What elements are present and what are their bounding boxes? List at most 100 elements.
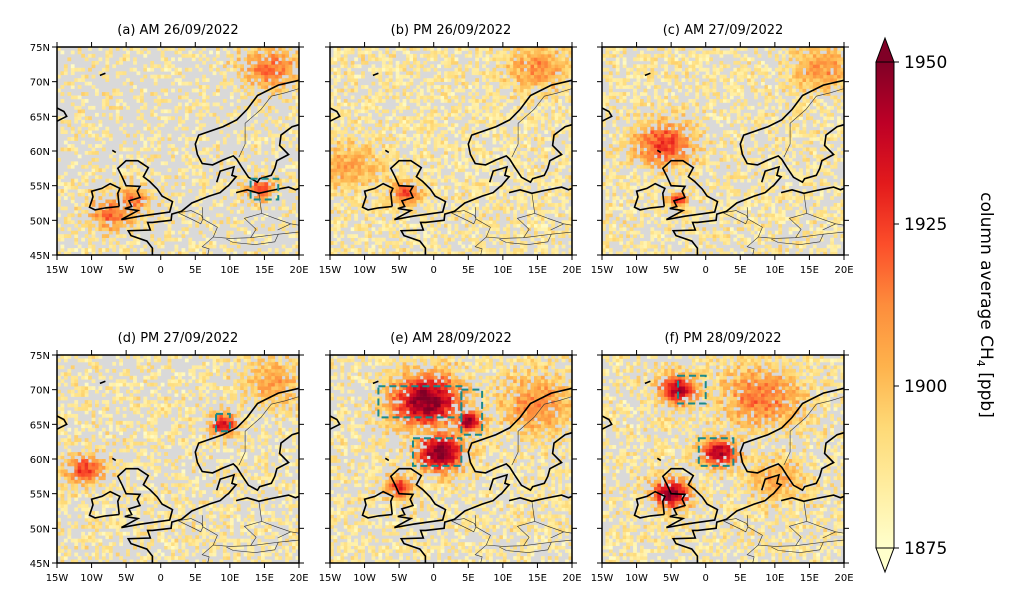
pixel — [454, 234, 459, 238]
pixel — [164, 175, 168, 180]
pixel — [602, 171, 606, 176]
pixel — [612, 199, 617, 204]
pixel — [492, 67, 497, 72]
pixel — [229, 81, 234, 86]
pixel — [527, 220, 531, 225]
pixel — [350, 199, 355, 204]
pixel — [636, 119, 641, 124]
pixel — [184, 140, 189, 145]
pixel — [278, 88, 283, 93]
pixel — [485, 234, 490, 238]
pixel — [278, 182, 283, 186]
pixel — [468, 171, 473, 176]
pixel — [133, 168, 137, 173]
pixel — [378, 157, 383, 162]
pixel — [212, 102, 217, 107]
pixel — [468, 60, 473, 65]
pixel — [657, 53, 662, 58]
pixel — [399, 171, 403, 176]
pixel — [416, 99, 421, 103]
pixel — [392, 185, 396, 190]
pixel — [171, 47, 175, 51]
pixel — [509, 144, 514, 148]
pixel — [285, 99, 289, 103]
pixel — [347, 178, 352, 183]
pixel — [444, 130, 448, 134]
pixel — [433, 237, 438, 242]
pixel — [558, 161, 562, 166]
pixel — [419, 189, 424, 193]
pixel — [471, 67, 476, 72]
pixel — [243, 81, 248, 86]
pixel — [368, 248, 372, 252]
pixel — [343, 189, 348, 193]
pixel — [257, 144, 262, 148]
pixel — [392, 209, 396, 214]
pixel — [354, 248, 358, 252]
pixel — [222, 78, 227, 82]
pixel — [274, 119, 279, 124]
y-tick-label: 75N — [30, 43, 50, 54]
pixel — [347, 109, 352, 114]
pixel — [471, 251, 476, 256]
pixel — [385, 157, 390, 162]
pixel — [271, 182, 276, 186]
pixel — [482, 47, 486, 51]
pixel — [527, 147, 531, 152]
pixel — [612, 161, 617, 166]
pixel — [271, 185, 276, 190]
pixel — [423, 237, 428, 242]
pixel — [343, 151, 348, 155]
pixel — [285, 164, 289, 169]
pixel — [288, 164, 293, 169]
pixel — [112, 185, 117, 190]
pixel — [527, 140, 531, 145]
pixel — [457, 67, 462, 72]
pixel — [122, 192, 127, 197]
pixel — [285, 126, 289, 131]
pixel — [146, 50, 151, 55]
pixel — [423, 230, 428, 235]
pixel — [612, 147, 617, 152]
pixel — [537, 112, 542, 117]
pixel — [568, 144, 573, 148]
pixel — [340, 112, 345, 117]
pixel — [485, 50, 490, 55]
pixel — [361, 185, 365, 190]
pixel — [406, 164, 410, 169]
pixel — [640, 140, 644, 145]
pixel — [409, 71, 414, 76]
pixel — [534, 119, 538, 124]
pixel — [608, 53, 613, 58]
pixel — [236, 137, 241, 141]
pixel — [181, 47, 186, 51]
pixel — [333, 50, 338, 55]
pixel — [157, 147, 162, 152]
pixel — [399, 123, 403, 128]
pixel — [57, 203, 61, 207]
pixel — [468, 227, 473, 232]
pixel — [84, 92, 89, 96]
pixel — [406, 203, 410, 207]
pixel — [502, 137, 507, 141]
pixel — [423, 53, 428, 58]
pixel — [433, 140, 438, 145]
pixel — [219, 203, 224, 207]
pixel — [636, 85, 641, 89]
pixel — [551, 185, 556, 190]
x-tick-label: 15E — [528, 265, 547, 276]
pixel — [240, 67, 244, 72]
pixel — [91, 223, 96, 228]
pixel — [295, 213, 300, 218]
pixel — [281, 133, 286, 138]
pixel — [482, 248, 486, 252]
pixel — [209, 112, 213, 117]
pixel — [357, 178, 362, 183]
pixel — [288, 144, 293, 148]
pixel — [388, 151, 393, 155]
pixel — [664, 116, 668, 121]
pixel — [457, 85, 462, 89]
pixel — [664, 67, 668, 72]
pixel — [413, 57, 417, 62]
pixel — [129, 196, 134, 200]
